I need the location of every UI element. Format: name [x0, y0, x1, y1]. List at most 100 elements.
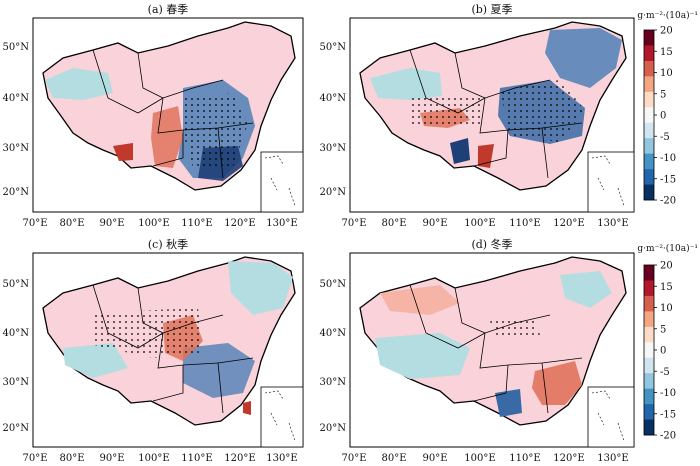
- colorbar-unit-label: g·m⁻²·(10a)⁻¹: [637, 243, 698, 254]
- colorbar-tick-label: -10: [660, 153, 676, 164]
- negative-trend-region: [45, 68, 113, 100]
- x-tick-label: 80°E: [381, 453, 406, 464]
- province-boundaries: [409, 49, 583, 179]
- colorbar-tick-label: -5: [660, 132, 670, 143]
- y-tick-label: 20°N: [3, 423, 30, 434]
- positive-trend-region: [113, 143, 133, 161]
- panel-b: [349, 17, 635, 213]
- negative-trend-region: [560, 271, 612, 308]
- y-tick-label: 20°N: [320, 423, 347, 434]
- y-tick-label: 40°N: [3, 93, 30, 104]
- colorbar-segment: [644, 184, 654, 201]
- x-tick-label: 70°E: [341, 453, 366, 464]
- colorbar-tick-label: 5: [660, 89, 666, 100]
- colorbar-segment: [644, 342, 654, 359]
- y-tick-label: 40°N: [320, 328, 347, 339]
- x-tick-label: 100°E: [464, 218, 495, 229]
- colorbar-segment: [644, 373, 654, 389]
- colorbar-tick-label: -20: [660, 431, 676, 442]
- x-tick-label: 90°E: [99, 453, 124, 464]
- colorbar-segment: [644, 295, 654, 312]
- south-china-sea-inset: [587, 151, 635, 213]
- colorbar-tick-label: 10: [660, 303, 673, 314]
- x-tick-label: 110°E: [181, 218, 212, 229]
- negative-trend-region: [375, 333, 470, 379]
- negative-trend-region: [545, 28, 622, 88]
- significance-stippling: [93, 308, 203, 358]
- y-tick-label: 40°N: [3, 328, 30, 339]
- colorbar-segment: [644, 311, 654, 328]
- y-tick-label: 30°N: [320, 377, 347, 388]
- panel-d: [349, 252, 635, 448]
- y-tick-label: 20°N: [320, 187, 347, 198]
- inset-coastline: [591, 390, 625, 442]
- colorbar-tick-label: 15: [660, 47, 673, 58]
- colorbar-segment: [644, 326, 654, 343]
- x-tick-label: 100°E: [138, 218, 169, 229]
- south-china-sea-inset: [260, 386, 304, 448]
- y-tick-label: 50°N: [320, 42, 347, 53]
- colorbar-segment: [644, 404, 654, 420]
- x-tick-label: 90°E: [99, 218, 124, 229]
- colorbar-tick-label: 15: [660, 282, 673, 293]
- south-china-sea-inset: [260, 151, 304, 213]
- x-tick-label: 90°E: [422, 453, 447, 464]
- y-tick-label: 50°N: [320, 279, 347, 290]
- positive-trend-region: [151, 106, 183, 168]
- colorbar-tick-label: 10: [660, 68, 673, 79]
- colorbar-segment: [644, 169, 654, 185]
- colorbar-tick-label: -20: [660, 196, 676, 207]
- significance-stippling: [500, 80, 585, 142]
- inset-coastline: [591, 155, 625, 207]
- colorbar-segment: [644, 280, 654, 297]
- y-tick-label: 50°N: [3, 279, 30, 290]
- positive-trend-region: [532, 361, 582, 405]
- y-tick-label: 20°N: [3, 187, 30, 198]
- x-tick-label: 100°E: [138, 453, 169, 464]
- negative-trend-region: [228, 261, 293, 315]
- x-tick-label: 90°E: [422, 218, 447, 229]
- colorbar-tick-label: -5: [660, 367, 670, 378]
- x-tick-label: 110°E: [509, 218, 540, 229]
- panel-c: [32, 252, 304, 448]
- south-china-sea-inset: [587, 386, 635, 448]
- panel-title: (b) 夏季: [471, 3, 512, 16]
- negative-trend-region: [495, 389, 522, 417]
- colorbar-tick-label: -15: [660, 174, 676, 185]
- x-tick-label: 130°E: [597, 453, 628, 464]
- x-tick-label: 130°E: [597, 218, 628, 229]
- panel-title: (a) 春季: [148, 3, 189, 16]
- colorbar-tick-label: 0: [660, 346, 666, 357]
- x-tick-label: 80°E: [381, 218, 406, 229]
- negative-trend-region: [63, 343, 128, 378]
- colorbars: 20 15 10 5 0 -5 -10 -15 -20 20 15 10 5 0 -5 -10 -15 -20: [643, 26, 676, 442]
- x-tick-label: 80°E: [59, 453, 84, 464]
- colorbar-segment: [644, 76, 654, 93]
- x-axis-labels: 70°E 80°E 90°E 100°E 110°E 120°E 130°E 7…: [22, 218, 628, 464]
- x-tick-label: 110°E: [181, 453, 212, 464]
- x-tick-label: 130°E: [266, 218, 297, 229]
- significance-stippling: [410, 96, 485, 128]
- x-tick-label: 70°E: [22, 453, 47, 464]
- colorbar-segment: [644, 91, 654, 108]
- colorbar-tick-label: -10: [660, 388, 676, 399]
- colorbar-segment: [644, 419, 654, 436]
- y-tick-label: 50°N: [3, 42, 30, 53]
- province-boundaries: [92, 49, 254, 179]
- colorbar-tick-label: -15: [660, 409, 676, 420]
- colorbar-segment: [644, 388, 654, 405]
- x-tick-label: 100°E: [464, 453, 495, 464]
- positive-trend-region: [380, 285, 460, 315]
- x-tick-label: 110°E: [509, 453, 540, 464]
- province-boundaries: [92, 284, 254, 414]
- inset-coastline: [264, 155, 296, 207]
- colorbar-segment: [644, 45, 654, 62]
- colorbar-tick-label: 5: [660, 324, 666, 335]
- x-tick-label: 120°E: [224, 453, 255, 464]
- x-tick-label: 70°E: [341, 218, 366, 229]
- colorbar-segment: [644, 265, 654, 281]
- colorbar-segment: [644, 60, 654, 77]
- colorbar-segment: [644, 153, 654, 170]
- significance-stippling: [490, 317, 540, 337]
